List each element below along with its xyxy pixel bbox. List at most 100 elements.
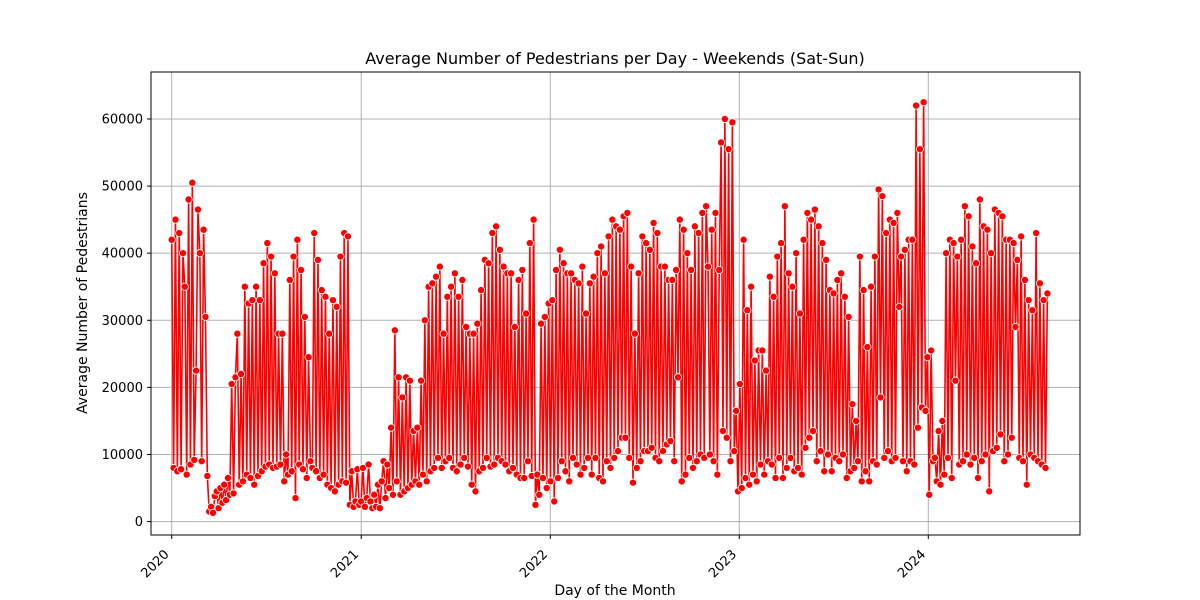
data-point bbox=[192, 366, 201, 375]
data-point bbox=[325, 329, 334, 338]
data-point bbox=[930, 453, 939, 462]
chart-title: Average Number of Pedestrians per Day - … bbox=[365, 49, 865, 68]
data-point bbox=[722, 433, 731, 442]
data-point bbox=[1019, 457, 1028, 466]
data-point bbox=[223, 473, 232, 482]
data-point bbox=[522, 309, 531, 318]
data-point bbox=[263, 239, 272, 248]
data-point bbox=[797, 470, 806, 479]
data-point bbox=[767, 460, 776, 469]
data-point bbox=[514, 276, 523, 285]
data-point bbox=[520, 473, 529, 482]
data-point bbox=[934, 426, 943, 435]
data-point bbox=[974, 473, 983, 482]
data-point bbox=[638, 232, 647, 241]
data-point bbox=[972, 259, 981, 268]
data-point bbox=[229, 489, 238, 498]
data-point bbox=[773, 252, 782, 261]
data-point bbox=[923, 353, 932, 362]
data-point bbox=[390, 326, 399, 335]
data-point bbox=[507, 269, 516, 278]
data-point bbox=[1043, 289, 1052, 298]
data-point bbox=[433, 453, 442, 462]
data-point bbox=[808, 426, 817, 435]
data-point bbox=[319, 470, 328, 479]
data-point bbox=[741, 473, 750, 482]
data-point bbox=[471, 487, 480, 496]
data-point bbox=[748, 470, 757, 479]
data-point bbox=[807, 215, 816, 224]
data-point bbox=[559, 259, 568, 268]
data-point bbox=[627, 262, 636, 271]
data-point bbox=[477, 286, 486, 295]
data-point bbox=[447, 282, 456, 291]
data-point bbox=[535, 490, 544, 499]
data-point bbox=[855, 252, 864, 261]
data-point bbox=[428, 279, 437, 288]
data-point bbox=[381, 494, 390, 503]
data-point bbox=[458, 276, 467, 285]
data-point bbox=[838, 450, 847, 459]
data-point bbox=[297, 265, 306, 274]
data-point bbox=[1009, 239, 1018, 248]
data-point bbox=[737, 484, 746, 493]
data-point bbox=[199, 225, 208, 234]
data-point bbox=[630, 329, 639, 338]
data-point bbox=[880, 453, 889, 462]
data-point bbox=[900, 245, 909, 254]
data-point bbox=[608, 215, 617, 224]
data-point bbox=[940, 470, 949, 479]
data-point bbox=[597, 242, 606, 251]
data-point bbox=[833, 276, 842, 285]
data-point bbox=[246, 473, 255, 482]
data-point bbox=[628, 478, 637, 487]
data-point bbox=[735, 380, 744, 389]
data-point bbox=[387, 423, 396, 432]
y-tick-label: 10000 bbox=[102, 448, 143, 463]
data-point bbox=[960, 202, 969, 211]
data-point bbox=[501, 460, 510, 469]
data-point bbox=[912, 101, 921, 110]
data-point bbox=[587, 470, 596, 479]
data-point bbox=[576, 470, 585, 479]
data-point bbox=[998, 212, 1007, 221]
data-point bbox=[1017, 232, 1026, 241]
data-point bbox=[383, 460, 392, 469]
data-point bbox=[964, 212, 973, 221]
data-point bbox=[953, 252, 962, 261]
data-point bbox=[540, 312, 549, 321]
data-point bbox=[647, 443, 656, 452]
data-point bbox=[957, 235, 966, 244]
data-point bbox=[450, 269, 459, 278]
data-point bbox=[867, 282, 876, 291]
data-point bbox=[171, 215, 180, 224]
data-point bbox=[673, 373, 682, 382]
data-point bbox=[938, 416, 947, 425]
data-point bbox=[818, 239, 827, 248]
data-point bbox=[377, 477, 386, 486]
data-point bbox=[848, 400, 857, 409]
data-point bbox=[636, 457, 645, 466]
data-point bbox=[405, 376, 414, 385]
data-point bbox=[947, 473, 956, 482]
data-point bbox=[981, 450, 990, 459]
data-point bbox=[752, 477, 761, 486]
data-point bbox=[786, 453, 795, 462]
data-point bbox=[604, 232, 613, 241]
data-point bbox=[574, 279, 583, 288]
data-point bbox=[936, 480, 945, 489]
data-point bbox=[248, 296, 257, 305]
data-point bbox=[178, 249, 187, 258]
data-point bbox=[1007, 433, 1016, 442]
data-point bbox=[313, 255, 322, 264]
data-point bbox=[1039, 296, 1048, 305]
data-point bbox=[1035, 279, 1044, 288]
data-point bbox=[709, 457, 718, 466]
data-point bbox=[803, 208, 812, 217]
series-markers bbox=[167, 98, 1052, 517]
data-point bbox=[728, 118, 737, 127]
data-point bbox=[552, 265, 561, 274]
data-point bbox=[835, 457, 844, 466]
data-point bbox=[366, 497, 375, 506]
data-point bbox=[495, 245, 504, 254]
